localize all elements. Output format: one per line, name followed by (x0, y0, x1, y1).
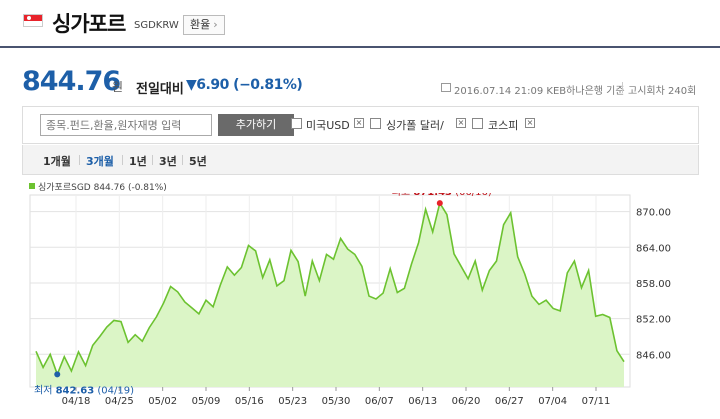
low-point (54, 371, 61, 378)
x-tick-label: 06/07 (365, 396, 394, 407)
period-tabs: 1개월 3개월 1년 3년 5년 (22, 145, 699, 175)
x-tick-label: 05/09 (192, 396, 221, 407)
x-tick-label: 07/04 (538, 396, 567, 407)
page-header: 싱가포르 SGDKRW 환율 (0, 0, 720, 48)
price-change: ▼6.90 (−0.81%) (186, 77, 303, 93)
high-point (436, 200, 443, 207)
x-tick-label: 05/23 (278, 396, 307, 407)
high-annotation: 최고 871.43 (06/16) (392, 193, 492, 198)
compare-search-input[interactable] (40, 114, 212, 136)
currency-code: SGDKRW (134, 20, 179, 31)
add-compare-button[interactable]: 추가하기 (218, 114, 294, 136)
low-annotation: 최저 842.63 (04/19) (34, 384, 134, 396)
x-tick-label: 04/25 (105, 396, 134, 407)
x-tick-label: 05/16 (235, 396, 264, 407)
tab-3-years[interactable]: 3년 (159, 155, 177, 168)
tab-1-year[interactable]: 1년 (129, 155, 147, 168)
tab-1-month[interactable]: 1개월 (43, 155, 71, 168)
prev-day-label: 전일대비 (136, 82, 184, 97)
remove-kospi-icon[interactable]: × (525, 118, 535, 128)
tab-3-months[interactable]: 3개월 (86, 155, 114, 168)
x-tick-label: 05/30 (322, 396, 351, 407)
legend-label: 싱가포르SGD 844.76 (-0.81%) (38, 183, 167, 193)
compare-search-bar: 추가하기 미국USD × 싱가폴 달러/ × 코스피 × (22, 106, 699, 144)
y-tick-label: 864.00 (636, 243, 671, 254)
checkbox-usd-label: 미국USD (306, 119, 350, 132)
page-title: 싱가포르 (52, 12, 126, 36)
calendar-icon (441, 83, 451, 92)
price-unit: 원 (112, 80, 124, 94)
series-line (35, 201, 625, 377)
x-tick-label: 04/18 (62, 396, 91, 407)
checkbox-kospi[interactable] (472, 118, 483, 129)
y-tick-label: 852.00 (636, 315, 671, 326)
quote-date-source: 2016.07.14 21:09 KEB하나은행 기준 (454, 86, 625, 97)
checkbox-sgd-label: 싱가폴 달러/ (386, 119, 444, 132)
exchange-rate-button[interactable]: 환율 (183, 15, 225, 35)
tab-5-years[interactable]: 5년 (189, 155, 207, 168)
exchange-rate-chart: 846.00 852.00 858.00 864.00 870.00 04/18 04/25… (29, 193, 671, 407)
y-tick-label: 870.00 (636, 208, 671, 219)
remove-sgd-icon[interactable]: × (456, 118, 466, 128)
y-tick-label: 858.00 (636, 279, 671, 290)
divider (122, 155, 123, 165)
x-tick-label: 07/11 (582, 396, 611, 407)
legend-swatch (29, 183, 35, 189)
singapore-flag-icon (23, 14, 43, 27)
divider (79, 155, 80, 165)
checkbox-kospi-label: 코스피 (488, 119, 519, 132)
current-price: 844.76 (22, 66, 121, 97)
divider (182, 155, 183, 165)
x-tick-label: 06/27 (495, 396, 524, 407)
remove-usd-icon[interactable]: × (354, 118, 364, 128)
y-tick-label: 846.00 (636, 350, 671, 361)
quote-round: 고시회차 240회 (628, 86, 697, 97)
checkbox-sgd[interactable] (370, 118, 381, 129)
series-area (36, 203, 624, 387)
x-tick-label: 06/20 (452, 396, 481, 407)
divider (622, 82, 623, 93)
divider (152, 155, 153, 165)
checkbox-usd[interactable] (291, 118, 302, 129)
x-tick-label: 06/13 (408, 396, 437, 407)
x-tick-label: 05/02 (148, 396, 177, 407)
